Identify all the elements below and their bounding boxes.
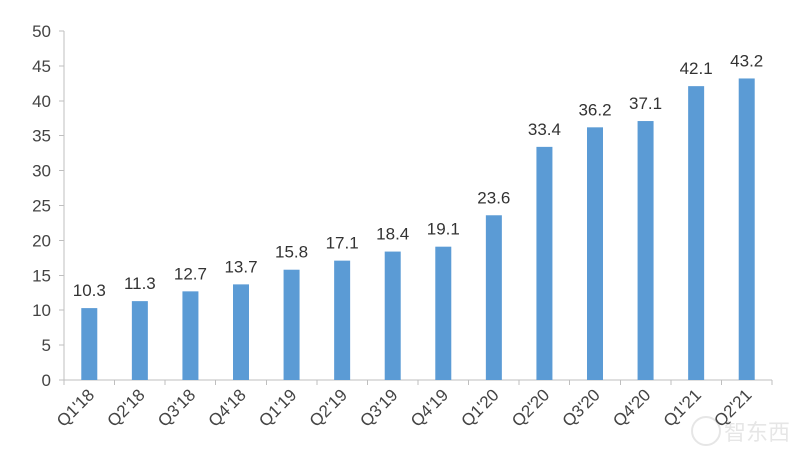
data-label: 36.2 bbox=[578, 100, 611, 119]
watermark-ring bbox=[691, 416, 721, 446]
bar bbox=[334, 260, 351, 380]
y-tick-label: 40 bbox=[32, 92, 51, 111]
x-tick-label: Q2'20 bbox=[508, 385, 553, 430]
y-tick-label: 35 bbox=[32, 127, 51, 146]
y-tick-label: 50 bbox=[32, 22, 51, 41]
bar bbox=[81, 308, 98, 380]
x-tick-label: Q2'19 bbox=[306, 385, 351, 430]
x-tick-label: Q3'20 bbox=[559, 385, 604, 430]
x-tick-label: Q4'18 bbox=[205, 385, 250, 430]
y-tick-label: 30 bbox=[32, 162, 51, 181]
data-label: 13.7 bbox=[224, 257, 257, 276]
bar bbox=[384, 251, 401, 380]
x-tick-label: Q1'21 bbox=[660, 385, 705, 430]
data-label: 12.7 bbox=[174, 264, 207, 283]
x-axis: Q1'18 Q2'18 Q3'18 Q4'18 Q1'19 Q2'19 Q3'19 Q4'19… bbox=[53, 379, 773, 431]
y-tick-label: 25 bbox=[32, 197, 51, 216]
data-label: 17.1 bbox=[326, 234, 359, 253]
bar bbox=[283, 269, 300, 380]
x-tick-label: Q4'20 bbox=[609, 385, 654, 430]
bar bbox=[131, 301, 148, 380]
bar bbox=[485, 215, 502, 380]
x-tick-label: Q3'18 bbox=[154, 385, 199, 430]
bar bbox=[435, 246, 452, 380]
y-tick-label: 10 bbox=[32, 301, 51, 320]
x-tick-label: Q3'19 bbox=[356, 385, 401, 430]
watermark-text: 智东西 bbox=[724, 421, 790, 446]
x-tick-label: Q1'19 bbox=[255, 385, 300, 430]
bar bbox=[233, 284, 249, 380]
data-label: 23.6 bbox=[477, 188, 510, 207]
x-tick-label: Q1'20 bbox=[458, 385, 503, 430]
data-labels: 10.3 11.3 12.7 13.7 15.8 17.1 18.4 19.1 23.6 33.4… bbox=[73, 51, 764, 300]
y-tick-label: 45 bbox=[32, 57, 51, 76]
y-tick-label: 15 bbox=[32, 266, 51, 285]
bar bbox=[536, 146, 553, 380]
data-label: 18.4 bbox=[376, 225, 409, 244]
data-label: 19.1 bbox=[427, 220, 460, 239]
bar bbox=[182, 291, 199, 380]
data-label: 11.3 bbox=[124, 274, 156, 293]
y-tick-label: 20 bbox=[32, 231, 51, 250]
bar bbox=[738, 78, 755, 381]
y-axis: 0 5 10 15 20 25 30 35 40 45 50 bbox=[32, 22, 65, 390]
x-tick-label: Q1'18 bbox=[53, 385, 98, 430]
bar bbox=[587, 127, 603, 380]
x-tick-label: Q4'19 bbox=[407, 385, 452, 430]
y-tick-label: 5 bbox=[42, 336, 51, 355]
data-label: 15.8 bbox=[275, 243, 308, 262]
bar-series bbox=[81, 78, 755, 381]
y-tick-label: 0 bbox=[42, 371, 51, 390]
data-label: 37.1 bbox=[629, 94, 662, 113]
bar bbox=[637, 121, 654, 381]
data-label: 33.4 bbox=[528, 120, 561, 139]
data-label: 42.1 bbox=[680, 59, 713, 78]
x-tick-label: Q2'18 bbox=[104, 385, 149, 430]
data-label: 10.3 bbox=[73, 281, 106, 300]
bar bbox=[688, 86, 705, 380]
data-label: 43.2 bbox=[730, 51, 763, 70]
watermark-logo: 智东西 bbox=[691, 416, 790, 446]
